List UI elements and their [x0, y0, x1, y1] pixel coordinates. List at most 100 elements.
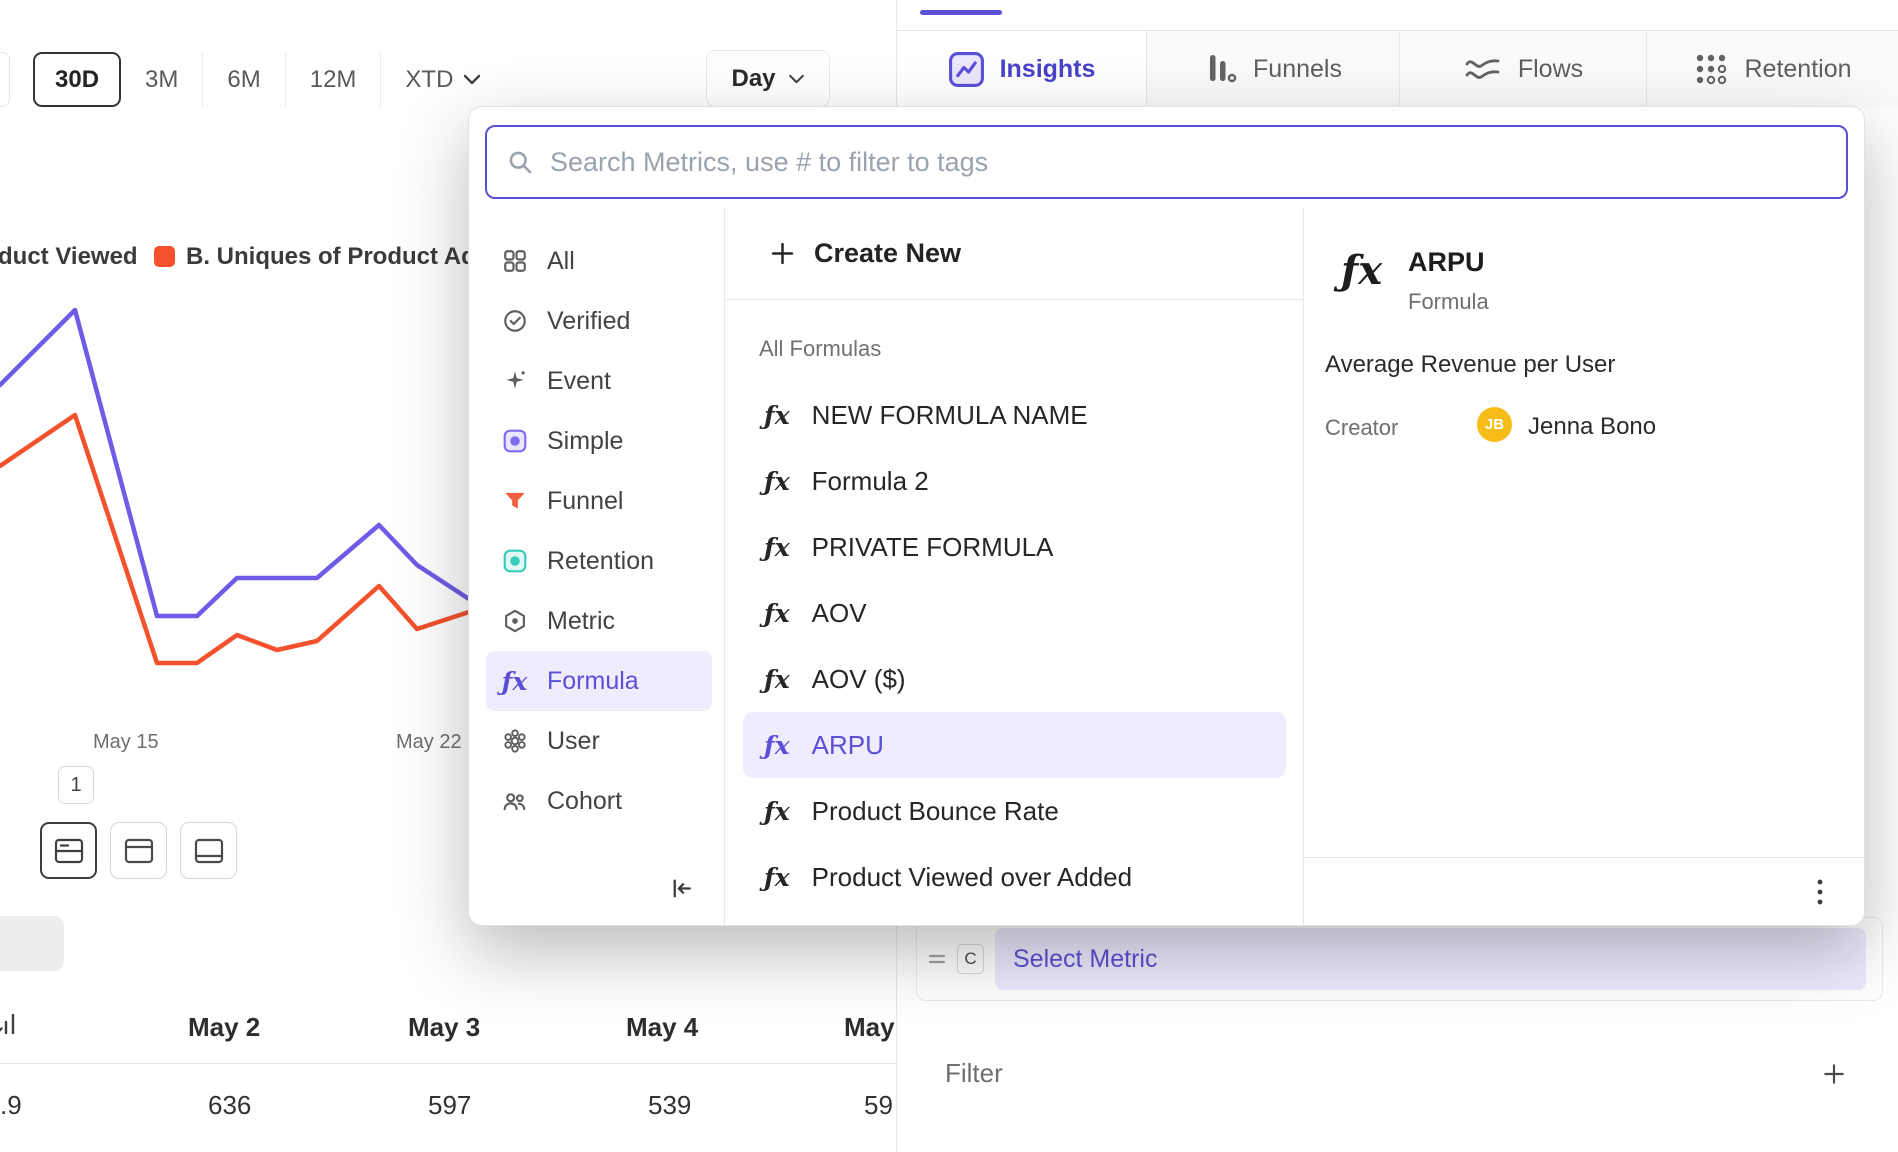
- table-cell-partial: .9: [0, 1090, 22, 1120]
- hexagon-icon: [501, 608, 528, 635]
- formula-item[interactable]: ƒx NEW FORMULA NAME: [743, 382, 1286, 448]
- category-label: Verified: [547, 306, 631, 335]
- bottom-panel-layout-icon: [194, 838, 224, 864]
- plus-icon: [770, 241, 795, 266]
- tab-flows[interactable]: Flows: [1399, 31, 1646, 107]
- table-cell-may2: 636: [208, 1090, 252, 1120]
- table-header-may5-partial[interactable]: May: [844, 1012, 895, 1042]
- detail-description: Average Revenue per User: [1325, 351, 1616, 378]
- category-cohort[interactable]: Cohort: [486, 771, 712, 831]
- formula-icon: ƒx: [501, 666, 528, 696]
- funnels-icon: [1204, 51, 1238, 87]
- collapse-sidebar-button[interactable]: [669, 876, 694, 901]
- table-header-may3[interactable]: May 3: [408, 1012, 481, 1042]
- formula-item-label: AOV: [811, 597, 867, 628]
- sort-icon[interactable]: [0, 1008, 22, 1040]
- tab-flows-label: Flows: [1517, 54, 1584, 83]
- active-tab-indicator: [920, 10, 1002, 15]
- metric-key-badge: C: [957, 944, 984, 974]
- table-header-divider: [0, 1063, 896, 1064]
- range-12m-button[interactable]: 12M: [284, 52, 381, 107]
- people-icon: [501, 788, 528, 815]
- category-label: Cohort: [547, 786, 623, 815]
- formula-item[interactable]: ƒx Product Bounce Rate: [743, 778, 1286, 844]
- modal-body: All Verified Event Simple Funnel Retenti…: [469, 207, 1864, 925]
- category-formula[interactable]: ƒx Formula: [486, 651, 712, 711]
- category-label: All: [547, 246, 575, 275]
- legend-series-a-label[interactable]: duct Viewed: [0, 243, 138, 270]
- category-funnel[interactable]: Funnel: [486, 471, 712, 531]
- detail-footer: [1304, 857, 1864, 925]
- create-new-button[interactable]: Create New: [725, 207, 1303, 300]
- detail-type: Formula: [1408, 289, 1489, 314]
- category-label: Formula: [547, 666, 639, 695]
- category-label: Retention: [547, 546, 655, 575]
- layout-split-button[interactable]: [40, 822, 97, 879]
- category-event[interactable]: Event: [486, 351, 712, 411]
- tab-insights[interactable]: Insights: [897, 31, 1146, 107]
- drag-handle-icon[interactable]: [928, 952, 946, 966]
- category-verified[interactable]: Verified: [486, 291, 712, 351]
- table-header-may2[interactable]: May 2: [188, 1012, 261, 1042]
- formula-icon: ƒx: [764, 598, 790, 628]
- table-header-may4[interactable]: May 4: [626, 1012, 699, 1042]
- range-6m-button[interactable]: 6M: [202, 52, 284, 107]
- top-panel-layout-icon: [124, 838, 154, 864]
- tab-retention[interactable]: Retention: [1646, 31, 1898, 107]
- formula-icon: ƒx: [764, 862, 790, 892]
- formula-item[interactable]: ƒx Formula 2: [743, 448, 1286, 514]
- category-simple[interactable]: Simple: [486, 411, 712, 471]
- add-filter-button[interactable]: [1821, 1061, 1847, 1087]
- search-icon: [507, 149, 534, 176]
- metric-details-panel: ƒx ARPU Formula Average Revenue per User…: [1304, 207, 1864, 925]
- formula-item[interactable]: ƒx PRIVATE FORMULA: [743, 514, 1286, 580]
- category-label: Simple: [547, 426, 624, 455]
- flows-icon: [1463, 53, 1503, 85]
- insights-icon: [948, 51, 985, 88]
- verified-badge-icon: [501, 308, 528, 335]
- layout-top-button[interactable]: [110, 822, 167, 879]
- range-xtd-button[interactable]: XTD: [380, 52, 505, 107]
- category-metric[interactable]: Metric: [486, 591, 712, 651]
- range-button-partial[interactable]: [0, 52, 10, 107]
- more-options-button[interactable]: [1816, 877, 1824, 907]
- metrics-search-input[interactable]: [550, 146, 1826, 178]
- category-user[interactable]: User: [486, 711, 712, 771]
- filter-row: Filter: [916, 1058, 1883, 1089]
- legend-series-b-swatch: [154, 246, 175, 267]
- formula-icon: ƒx: [764, 730, 790, 760]
- filter-label[interactable]: Filter: [945, 1058, 1003, 1088]
- line-chart[interactable]: [0, 280, 480, 750]
- formula-item[interactable]: ƒx AOV ($): [743, 646, 1286, 712]
- series-b-line: [0, 412, 475, 666]
- tab-funnels[interactable]: Funnels: [1146, 31, 1399, 107]
- formula-item[interactable]: ƒx Product Viewed over Added: [743, 844, 1286, 910]
- metric-row: C Select Metric: [916, 917, 1883, 1001]
- split-layout-icon: [54, 838, 84, 864]
- category-all[interactable]: All: [486, 231, 712, 291]
- formula-item-label: Formula 2: [811, 465, 929, 496]
- series-a-line: [0, 307, 475, 619]
- select-metric-button[interactable]: Select Metric: [995, 928, 1866, 990]
- range-3m-button[interactable]: 3M: [121, 52, 202, 107]
- funnel-icon: [501, 488, 528, 515]
- legend-series-b-label[interactable]: B. Uniques of Product Add: [186, 243, 491, 270]
- table-cell-may3: 597: [428, 1090, 472, 1120]
- grid-icon: [501, 248, 528, 275]
- granularity-label: Day: [731, 64, 776, 92]
- formula-item-label: Product Bounce Rate: [811, 795, 1059, 826]
- page-number-button[interactable]: 1: [58, 766, 94, 804]
- formula-item-label: NEW FORMULA NAME: [811, 399, 1088, 430]
- creator-avatar: JB: [1477, 407, 1512, 442]
- granularity-dropdown[interactable]: Day: [706, 50, 830, 107]
- formula-item[interactable]: ƒx AOV: [743, 580, 1286, 646]
- layout-bottom-button[interactable]: [180, 822, 237, 879]
- category-label: User: [547, 726, 600, 755]
- metrics-search[interactable]: [485, 125, 1848, 199]
- side-tab-partial[interactable]: [0, 916, 64, 971]
- table-cell-may5-partial: 59: [864, 1090, 893, 1120]
- range-30d-button[interactable]: 30D: [33, 52, 122, 107]
- category-retention[interactable]: Retention: [486, 531, 712, 591]
- category-label: Event: [547, 366, 611, 395]
- formula-item-selected[interactable]: ƒx ARPU: [743, 712, 1286, 778]
